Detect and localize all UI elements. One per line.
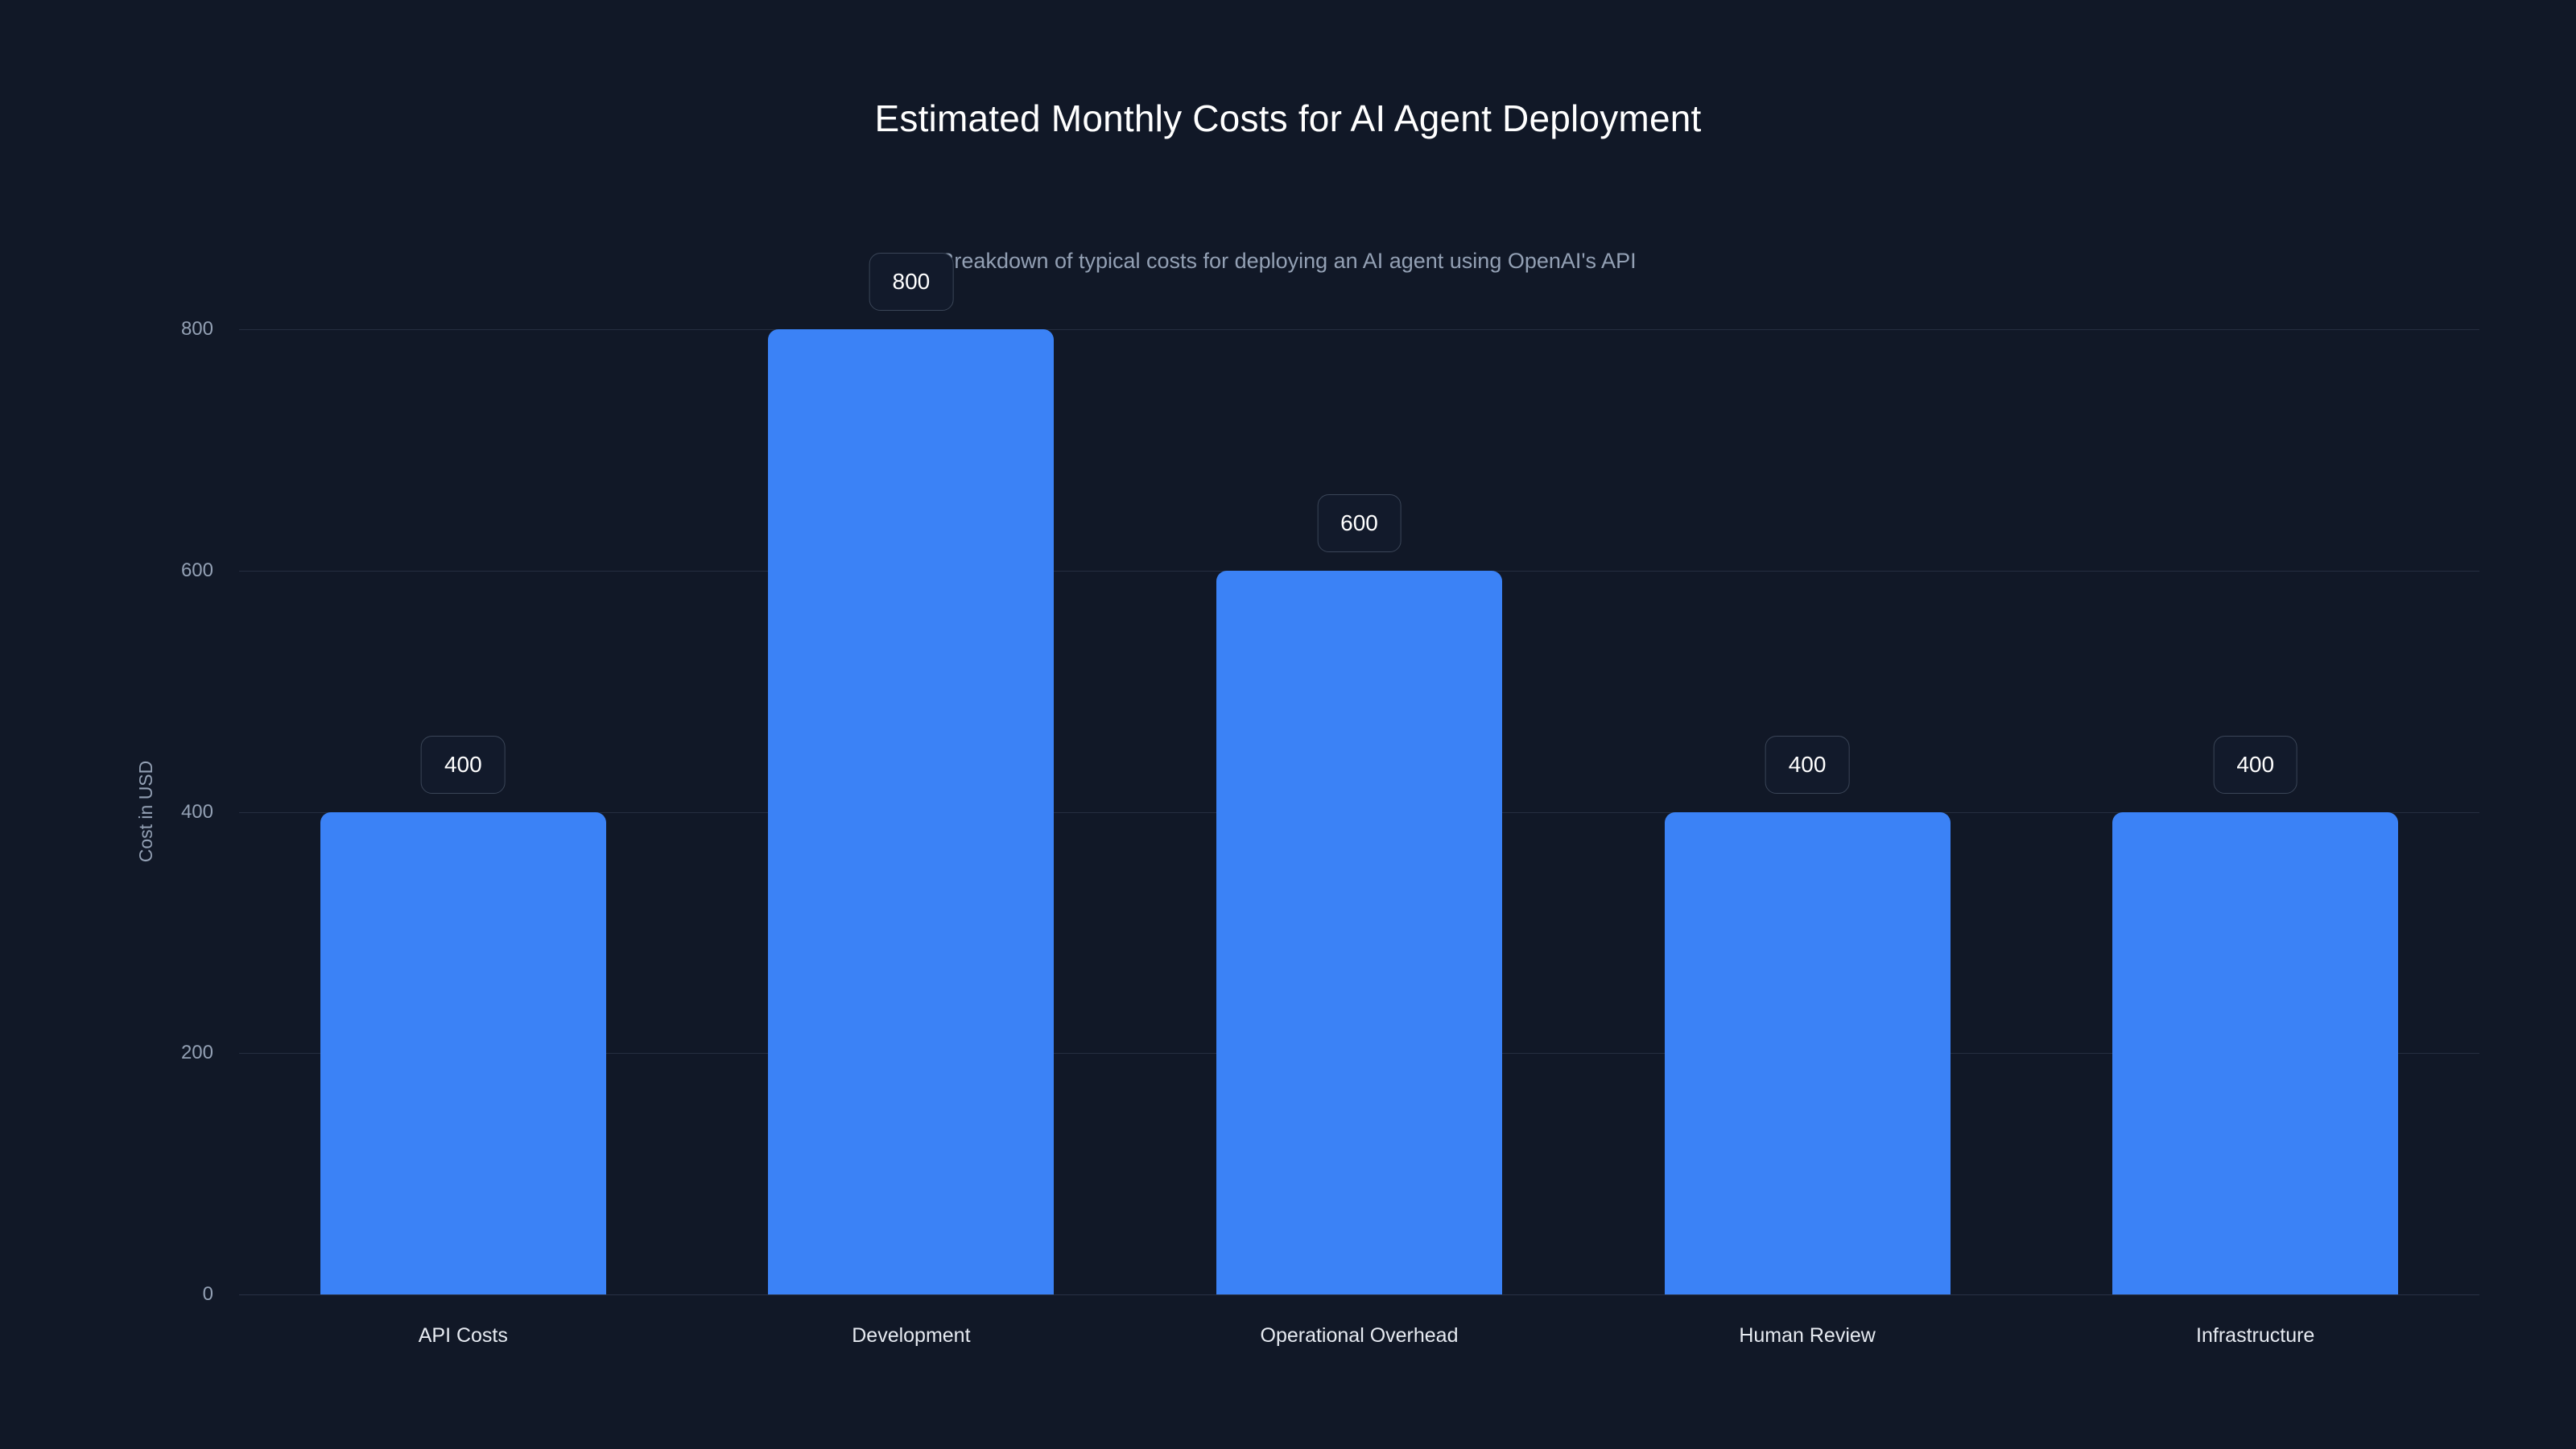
bar[interactable] xyxy=(2112,811,2399,1294)
x-axis-category-label[interactable]: Operational Overhead xyxy=(1260,1324,1459,1347)
x-axis-category-label[interactable]: Human Review xyxy=(1739,1324,1876,1347)
plot-area xyxy=(239,329,2479,1295)
bar[interactable] xyxy=(1664,811,1951,1294)
bar-value-label: 400 xyxy=(1765,735,1850,794)
gridline xyxy=(239,1294,2479,1295)
x-axis-category-label[interactable]: API Costs xyxy=(418,1324,508,1347)
y-axis-tick-label: 400 xyxy=(180,800,213,823)
bar-value-label: 400 xyxy=(2213,735,2298,794)
chart-subtitle: Breakdown of typical costs for deploying… xyxy=(939,249,1637,273)
y-axis-tick-label: 600 xyxy=(180,559,213,581)
bar[interactable] xyxy=(768,329,1055,1294)
gridline xyxy=(239,329,2479,330)
y-axis-tick-label: 200 xyxy=(180,1042,213,1064)
y-axis-tick-label: 0 xyxy=(202,1283,213,1305)
chart-title: Estimated Monthly Costs for AI Agent Dep… xyxy=(874,97,1702,139)
bar[interactable] xyxy=(1216,570,1502,1294)
bar-value-label: 400 xyxy=(420,735,506,794)
bar[interactable] xyxy=(320,811,606,1294)
x-axis-category-label[interactable]: Development xyxy=(852,1324,971,1347)
bar-value-label: 800 xyxy=(869,253,954,311)
y-axis-tick-label: 800 xyxy=(180,318,213,340)
x-axis-category-label[interactable]: Infrastructure xyxy=(2196,1324,2315,1347)
bar-value-label: 600 xyxy=(1317,493,1402,552)
